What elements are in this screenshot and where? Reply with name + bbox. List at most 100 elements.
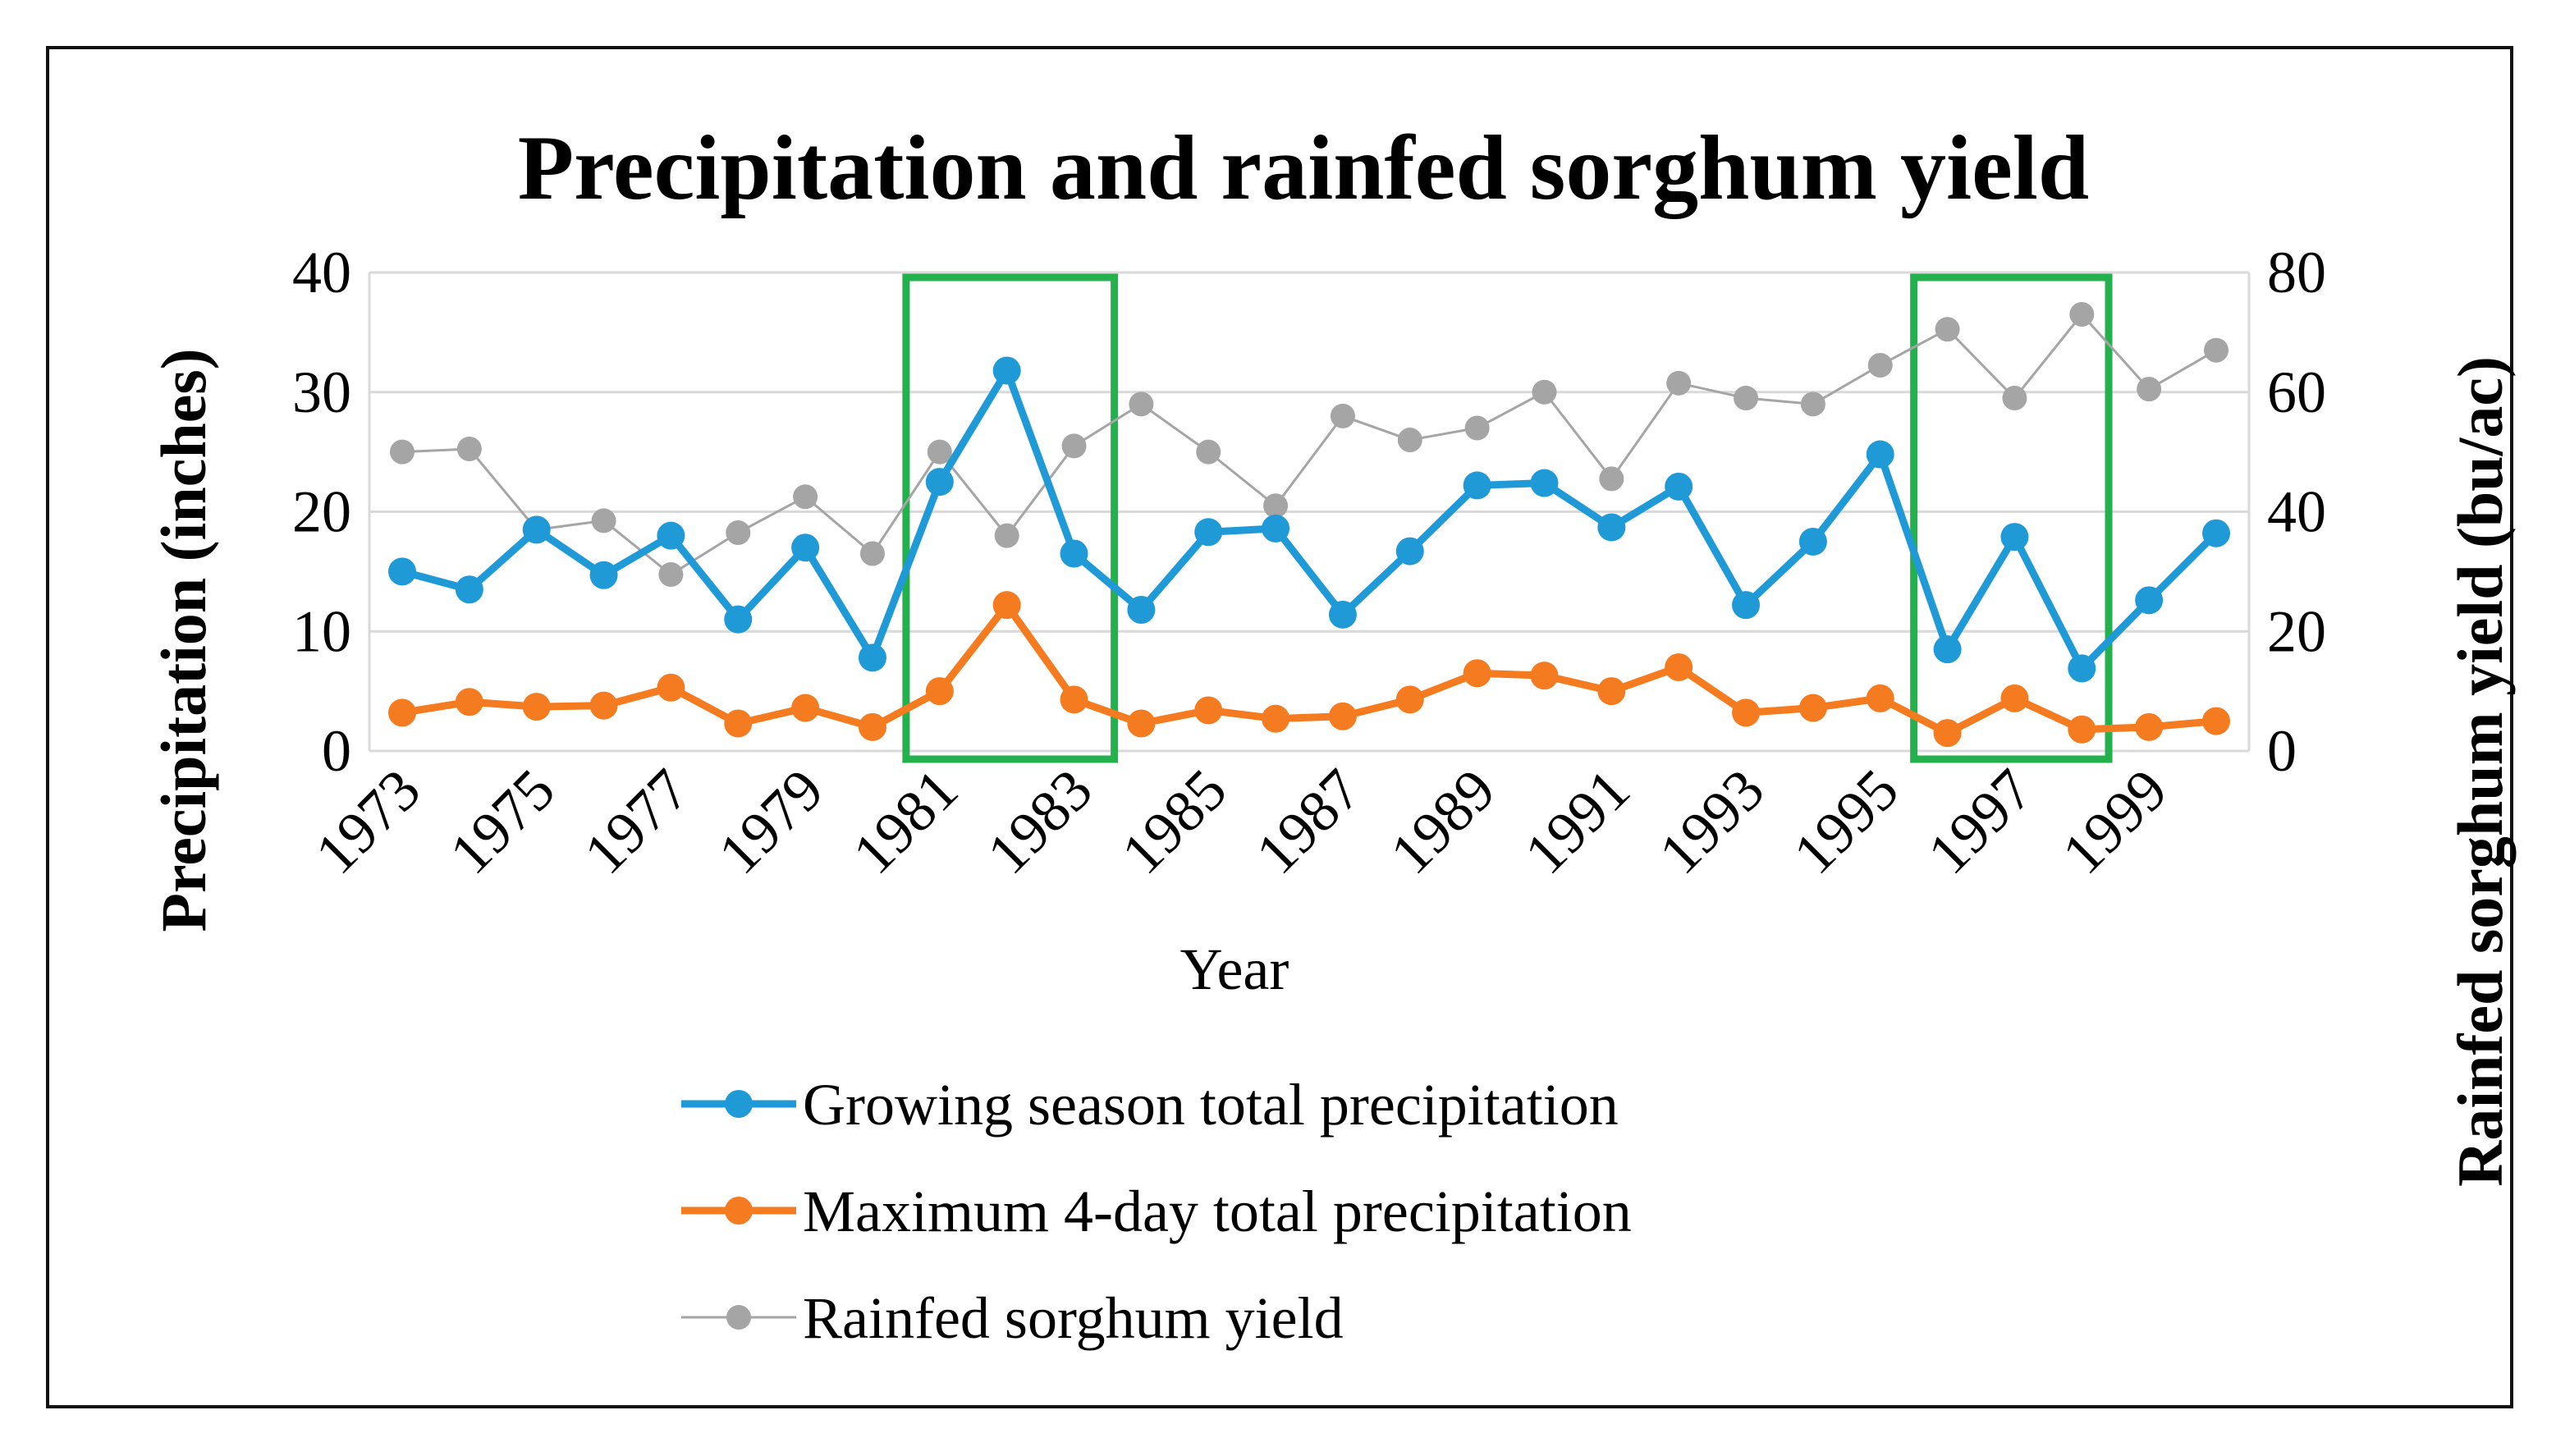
- maximum-4-day-total-precipitation-point: [992, 591, 1021, 620]
- maximum-4-day-total-precipitation-point: [2135, 712, 2164, 741]
- y2-tick-label: 60: [2267, 359, 2326, 425]
- maximum-4-day-total-precipitation-point: [1194, 696, 1223, 725]
- legend-swatch-marker: [725, 1197, 753, 1225]
- grid-lines: [369, 271, 2249, 753]
- chart-title: Precipitation and rainfed sorghum yield: [518, 117, 2089, 219]
- rainfed-sorghum-yield-point: [1397, 428, 1422, 453]
- maximum-4-day-total-precipitation-point: [1530, 662, 1559, 690]
- y-axis-title: Precipitation (inches): [148, 348, 219, 932]
- rainfed-sorghum-yield-point: [1800, 391, 1825, 417]
- legend-label: Maximum 4-day total precipitation: [803, 1179, 1632, 1244]
- maximum-4-day-total-precipitation-point: [1328, 702, 1357, 730]
- rainfed-sorghum-yield-point: [1330, 403, 1355, 428]
- maximum-4-day-total-precipitation-point: [858, 712, 886, 741]
- growing-season-total-precipitation-point: [2202, 519, 2230, 547]
- legend-swatch-marker: [725, 1090, 753, 1118]
- rainfed-sorghum-yield-point: [2137, 377, 2162, 402]
- rainfed-sorghum-yield-point: [2204, 337, 2228, 363]
- growing-season-total-precipitation-point: [455, 575, 483, 604]
- growing-season-total-precipitation-point: [1866, 440, 1894, 469]
- highlight-box: [1910, 273, 2113, 763]
- maximum-4-day-total-precipitation-point: [925, 677, 954, 706]
- growing-season-total-precipitation-point: [657, 521, 685, 550]
- rainfed-sorghum-yield-point: [456, 436, 482, 461]
- rainfed-sorghum-yield-point: [1464, 415, 1490, 441]
- chart-frame: Precipitation and rainfed sorghum yield …: [46, 46, 2516, 1408]
- growing-season-total-precipitation-point: [858, 643, 886, 672]
- y-tick-label: 0: [322, 718, 351, 784]
- x-tick-label: 1989: [1378, 757, 1508, 886]
- rainfed-sorghum-yield-point: [859, 541, 885, 566]
- x-tick-label: 1985: [1109, 757, 1239, 886]
- data-series: [388, 302, 2230, 748]
- growing-season-total-precipitation-point: [2135, 586, 2164, 615]
- rainfed-sorghum-yield-line: [401, 313, 2217, 576]
- maximum-4-day-total-precipitation-point: [2000, 684, 2029, 712]
- x-tick-label: 1999: [2050, 757, 2179, 886]
- growing-season-total-precipitation-point: [1060, 539, 1088, 568]
- x-tick-label: 1995: [1781, 757, 1911, 886]
- growing-season-total-precipitation-point: [1395, 537, 1424, 565]
- maximum-4-day-total-precipitation-point: [1798, 694, 1827, 722]
- maximum-4-day-total-precipitation-line: [401, 601, 2217, 737]
- y-tick-label: 30: [292, 359, 351, 425]
- x-tick-label: 1977: [571, 757, 701, 886]
- rainfed-sorghum-yield-point: [2069, 302, 2095, 327]
- rainfed-sorghum-yield-point: [1532, 379, 1557, 405]
- highlight-box: [902, 273, 1119, 763]
- rainfed-sorghum-yield-point: [994, 523, 1019, 548]
- maximum-4-day-total-precipitation-point: [1127, 709, 1156, 738]
- y-tick-label: 40: [292, 240, 351, 305]
- maximum-4-day-total-precipitation-point: [455, 688, 483, 717]
- rainfed-sorghum-yield-point: [1666, 370, 1692, 396]
- growing-season-total-precipitation-point: [1732, 591, 1761, 620]
- growing-season-total-precipitation-point: [992, 356, 1021, 385]
- chart-svg: Precipitation and rainfed sorghum yield …: [148, 117, 2516, 1351]
- growing-season-total-precipitation-point: [388, 557, 416, 586]
- maximum-4-day-total-precipitation-point: [1665, 652, 1693, 681]
- maximum-4-day-total-precipitation-point: [1732, 698, 1761, 727]
- maximum-4-day-total-precipitation-point: [791, 694, 820, 722]
- maximum-4-day-total-precipitation-point: [388, 698, 416, 727]
- maximum-4-day-total-precipitation-point: [589, 691, 618, 720]
- growing-season-total-precipitation-point: [589, 561, 618, 589]
- rainfed-sorghum-yield-point: [1599, 466, 1624, 492]
- growing-season-total-precipitation-point: [1328, 600, 1357, 629]
- y2-tick-label: 80: [2267, 240, 2326, 305]
- rainfed-sorghum-yield-point: [1867, 352, 1893, 378]
- x-tick-label: 1993: [1647, 757, 1776, 886]
- rainfed-sorghum-yield-point: [591, 508, 616, 533]
- growing-season-total-precipitation-point: [724, 605, 753, 634]
- maximum-4-day-total-precipitation-point: [1262, 704, 1290, 733]
- legend-label: Growing season total precipitation: [803, 1072, 1619, 1138]
- growing-season-total-precipitation-point: [1194, 518, 1223, 547]
- x-tick-label: 1979: [706, 757, 836, 886]
- rainfed-sorghum-yield-point: [658, 562, 684, 588]
- maximum-4-day-total-precipitation-point: [1597, 677, 1626, 706]
- maximum-4-day-total-precipitation-point: [657, 673, 685, 702]
- legend-swatch-marker: [726, 1305, 751, 1330]
- rainfed-sorghum-yield-point: [1734, 386, 1759, 411]
- maximum-4-day-total-precipitation-point: [1463, 659, 1491, 688]
- x-tick-label: 1975: [437, 757, 567, 886]
- x-axis-title: Year: [1180, 936, 1289, 1002]
- rainfed-sorghum-yield-point: [1129, 391, 1154, 417]
- growing-season-total-precipitation-point: [1127, 596, 1156, 625]
- growing-season-total-precipitation-point: [925, 468, 954, 497]
- x-tick-label: 1997: [1915, 757, 2045, 886]
- rainfed-sorghum-yield-point: [1196, 439, 1221, 465]
- maximum-4-day-total-precipitation-point: [1933, 719, 1962, 748]
- y2-tick-label: 20: [2267, 598, 2326, 664]
- growing-season-total-precipitation-point: [1597, 513, 1626, 542]
- highlight-boxes: [902, 273, 2113, 763]
- rainfed-sorghum-yield-point: [1935, 317, 1960, 342]
- y2-tick-label: 40: [2267, 479, 2326, 545]
- growing-season-total-precipitation-line: [401, 367, 2219, 672]
- x-tick-label: 1981: [841, 757, 970, 886]
- axes: [368, 272, 2251, 751]
- rainfed-sorghum-yield-point: [1061, 433, 1087, 459]
- rainfed-sorghum-yield-point: [1263, 493, 1289, 519]
- maximum-4-day-total-precipitation-point: [1060, 685, 1088, 714]
- y2-tick-label: 0: [2267, 718, 2297, 784]
- growing-season-total-precipitation-point: [1665, 472, 1693, 501]
